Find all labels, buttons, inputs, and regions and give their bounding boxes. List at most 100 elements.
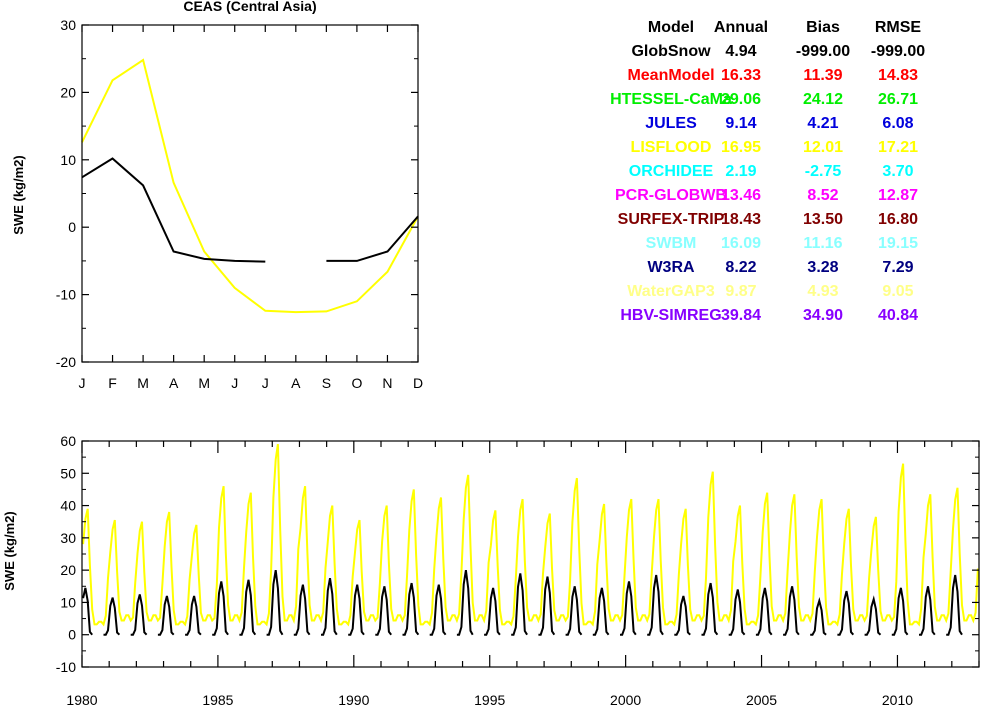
x-tick-label: O — [351, 375, 362, 391]
series-line-1-segment-10 — [348, 584, 365, 636]
x-tick-label: J — [231, 375, 238, 391]
cell-model: GlobSnow — [631, 43, 711, 60]
series-line-1-segment-16 — [511, 573, 528, 636]
cell-annual: 9.87 — [725, 283, 756, 300]
series-line-1-segment-6 — [239, 579, 257, 636]
series-line-1-segment-23 — [701, 582, 719, 636]
series-line-1-segment-9 — [321, 578, 338, 636]
series-line-1-segment-2 — [130, 594, 148, 636]
cell-rmse: 6.08 — [882, 115, 913, 132]
cell-model: W3RA — [647, 259, 695, 276]
y-tick-label: -20 — [56, 354, 76, 370]
cell-annual: 16.33 — [721, 67, 761, 84]
cell-bias: 24.12 — [803, 91, 843, 108]
cell-rmse: 16.80 — [878, 211, 918, 228]
x-tick-label: J — [262, 375, 269, 391]
series-line-1-segment-27 — [810, 597, 827, 636]
series-line-1-segment-32 — [946, 574, 963, 636]
table-row: SWBM 16.09 11.16 19.15 — [646, 235, 918, 252]
cell-annual: 16.09 — [721, 235, 761, 252]
series-line-1-segment-30 — [891, 587, 909, 636]
series-line-1-segment-19 — [592, 587, 610, 636]
x-tick-label: J — [79, 375, 86, 391]
y-tick-label: 20 — [60, 562, 76, 578]
x-tick-label: F — [108, 375, 117, 391]
x-tick-label: S — [322, 375, 331, 391]
x-tick-label: A — [169, 375, 179, 391]
cell-rmse: 3.70 — [882, 163, 913, 180]
cell-annual: 16.95 — [721, 139, 761, 156]
table-row: LISFLOOD 16.95 12.01 17.21 — [631, 139, 919, 156]
y-tick-label: 20 — [60, 84, 76, 100]
x-tick-label: A — [291, 375, 301, 391]
series-line-1-segment-12 — [402, 582, 420, 636]
table-row: HBV-SIMREG 39.84 34.90 40.84 — [620, 307, 918, 324]
y-axis-label: SWE (kg/m2) — [11, 155, 26, 234]
x-tick-label: D — [413, 375, 423, 391]
cell-rmse: 40.84 — [878, 307, 918, 324]
cell-annual: 39.84 — [721, 307, 761, 324]
cell-model: PCR-GLOBWB — [615, 187, 727, 204]
cell-annual: 29.06 — [721, 91, 761, 108]
table-rows: GlobSnow 4.94 -999.00 -999.00 MeanModel 16.33… — [610, 43, 925, 324]
cell-bias: -2.75 — [805, 163, 842, 180]
y-tick-label: 60 — [60, 433, 76, 449]
y-tick-label: -10 — [56, 287, 76, 303]
series-line-1-segment-20 — [620, 581, 637, 636]
y-tick-label: 10 — [60, 152, 76, 168]
cell-annual: 13.46 — [721, 187, 761, 204]
cell-rmse: 7.29 — [882, 259, 913, 276]
cell-annual: 18.43 — [721, 211, 761, 228]
series-lines — [82, 444, 979, 636]
cell-model: WaterGAP3 — [627, 283, 715, 300]
table-row: WaterGAP3 9.87 4.93 9.05 — [627, 283, 913, 300]
y-tick-label: 40 — [60, 498, 76, 514]
x-tick-label: 2005 — [746, 692, 777, 708]
x-tick-label: 2000 — [610, 692, 641, 708]
y-axis-label: SWE (kg/m2) — [2, 511, 17, 590]
cell-model: SWBM — [646, 235, 697, 252]
cell-model: MeanModel — [627, 67, 714, 84]
cell-bias: 11.39 — [803, 67, 842, 84]
y-tick-label: 50 — [60, 465, 76, 481]
chart-title: CEAS (Central Asia) — [183, 0, 316, 14]
series-line-1-segment-22 — [674, 595, 691, 636]
cell-annual: 2.19 — [725, 163, 756, 180]
header-bias: Bias — [806, 19, 840, 36]
cell-bias: 34.90 — [803, 307, 843, 324]
table-row: JULES 9.14 4.21 6.08 — [645, 115, 913, 132]
cell-model: HTESSEL-CaMa — [610, 91, 732, 108]
cell-rmse: 19.15 — [878, 235, 918, 252]
x-tick-label: 1990 — [338, 692, 369, 708]
y-tick-label: 0 — [68, 219, 76, 235]
series-line-1-segment-15 — [484, 587, 501, 636]
cell-model: SURFEX-TRIP — [618, 211, 725, 228]
seasonal-cycle-panel: CEAS (Central Asia) SWE (kg/m2) -20 -10 0 1… — [11, 0, 423, 391]
series-line-1-segment-31 — [919, 586, 936, 636]
time-series-panel: SWE (kg/m2) -10 0 10 20 30 40 50 60 1980 1985 1990… — [2, 433, 980, 708]
cell-bias: 8.52 — [807, 187, 838, 204]
cell-annual: 8.22 — [725, 259, 756, 276]
table-header-row: Model Annual Bias RMSE — [648, 19, 922, 36]
cell-bias: 11.16 — [803, 235, 842, 252]
y-tick-label: 30 — [60, 530, 76, 546]
x-tick-label: M — [198, 375, 210, 391]
series-line-1-segment-0 — [82, 587, 93, 636]
series-line-1-segment-21 — [647, 574, 664, 636]
series-line-1-segment-24 — [728, 589, 746, 636]
x-tick-label: N — [382, 375, 392, 391]
series-line-1-segment-25 — [755, 587, 773, 636]
cell-rmse: 12.87 — [878, 187, 918, 204]
axes: -20 -10 0 10 20 30 J F M A M J J A S O N D — [56, 17, 423, 391]
cell-rmse: 9.05 — [882, 283, 913, 300]
series-line-1-segment-14 — [456, 569, 474, 636]
cell-rmse: 26.71 — [878, 91, 918, 108]
series-line-1-segment-17 — [538, 576, 556, 636]
series-line-1-segment-1 — [103, 597, 121, 636]
cell-bias: -999.00 — [796, 43, 850, 60]
series-line-1-segment-26 — [783, 586, 800, 636]
series-line-1-segment-8 — [293, 584, 311, 636]
